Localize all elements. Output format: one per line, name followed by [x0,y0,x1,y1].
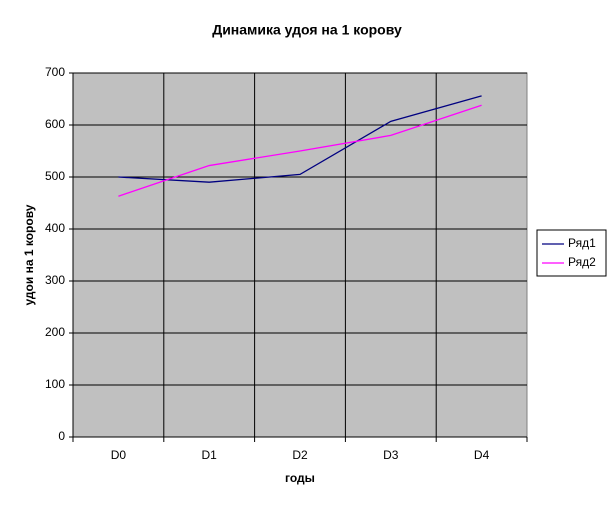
y-tick-label: 400 [45,221,65,235]
series-line [118,95,482,183]
y-axis-title: удои на 1 корову [22,204,36,305]
y-tick-label: 500 [45,169,65,183]
y-tick-label: 600 [45,117,65,131]
x-tick-label: D2 [292,448,308,462]
legend-label: Ряд1 [568,236,596,250]
y-tick-label: 700 [45,65,65,79]
legend-label: Ряд2 [568,255,596,269]
plot-area [72,72,528,438]
y-tick-label: 200 [45,325,65,339]
y-tick-label: 0 [58,429,65,443]
y-tick-label: 100 [45,377,65,391]
legend [536,229,607,277]
x-tick-label: D0 [111,448,127,462]
chart-title: Динамика удоя на 1 корову [212,22,402,38]
x-tick-label: D1 [202,448,218,462]
x-tick-label: D3 [383,448,399,462]
series-line [118,104,482,197]
y-tick-label: 300 [45,273,65,287]
x-axis-title: годы [285,471,315,485]
x-tick-label: D4 [474,448,490,462]
